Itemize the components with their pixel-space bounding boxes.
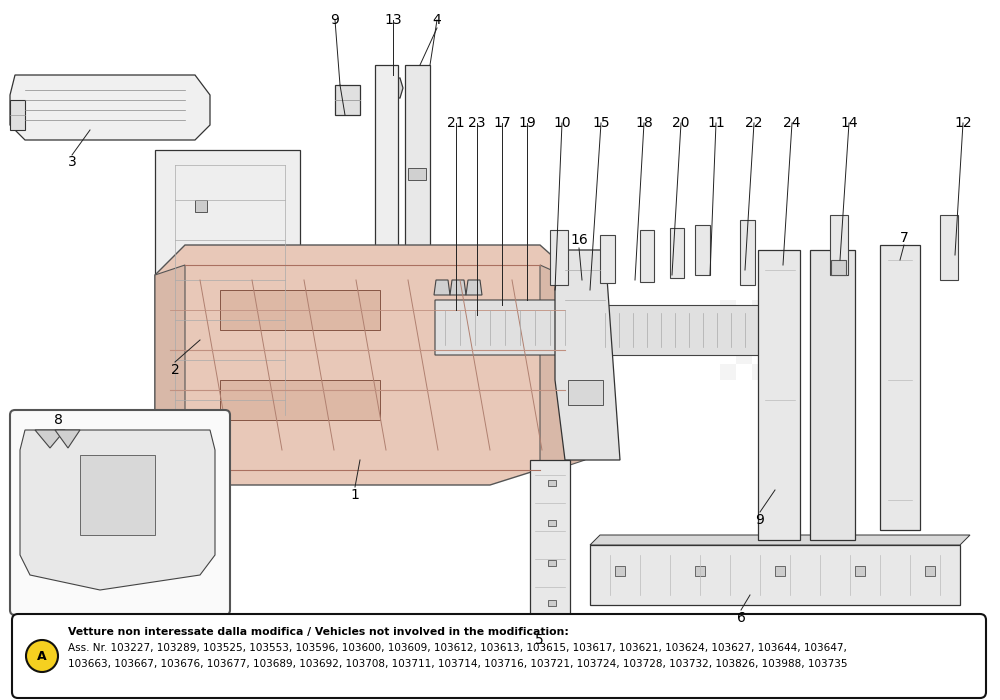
Text: scàbia: scàbia <box>260 326 520 395</box>
Polygon shape <box>10 75 210 140</box>
Text: 21: 21 <box>447 116 465 130</box>
Bar <box>925 566 935 576</box>
Polygon shape <box>595 305 760 355</box>
Polygon shape <box>550 230 568 285</box>
Bar <box>720 364 736 380</box>
Text: 24: 24 <box>783 116 801 130</box>
Polygon shape <box>80 455 155 535</box>
Polygon shape <box>640 230 654 282</box>
Text: car  parts: car parts <box>284 398 496 442</box>
Text: 23: 23 <box>468 116 486 130</box>
Polygon shape <box>10 100 25 130</box>
Text: 14: 14 <box>840 116 858 130</box>
Polygon shape <box>530 460 570 625</box>
Bar <box>195 200 207 212</box>
Polygon shape <box>466 280 482 295</box>
Bar <box>752 364 768 380</box>
Text: 19: 19 <box>518 116 536 130</box>
Bar <box>784 364 800 380</box>
Polygon shape <box>155 245 585 485</box>
Text: 20: 20 <box>672 116 690 130</box>
Polygon shape <box>382 78 403 98</box>
Polygon shape <box>740 220 755 285</box>
FancyBboxPatch shape <box>10 410 230 615</box>
Bar <box>548 560 556 566</box>
Bar <box>768 348 784 364</box>
Text: 17: 17 <box>493 116 511 130</box>
Text: 11: 11 <box>707 116 725 130</box>
Polygon shape <box>555 250 620 460</box>
Text: Vetture non interessate dalla modifica / Vehicles not involved in the modificati: Vetture non interessate dalla modifica /… <box>68 627 569 637</box>
Bar <box>548 480 556 486</box>
Text: 10: 10 <box>553 116 571 130</box>
Text: 4: 4 <box>433 13 441 27</box>
Bar <box>768 316 784 332</box>
Bar <box>831 260 846 275</box>
Polygon shape <box>375 65 398 360</box>
Text: 12: 12 <box>954 116 972 130</box>
Text: Ass. Nr. 103227, 103289, 103525, 103553, 103596, 103600, 103609, 103612, 103613,: Ass. Nr. 103227, 103289, 103525, 103553,… <box>68 643 847 653</box>
Text: 5: 5 <box>535 633 543 647</box>
Text: 2: 2 <box>171 363 179 377</box>
Bar <box>695 566 705 576</box>
Polygon shape <box>670 228 684 278</box>
Polygon shape <box>590 545 960 605</box>
Text: 103663, 103667, 103676, 103677, 103689, 103692, 103708, 103711, 103714, 103716, : 103663, 103667, 103676, 103677, 103689, … <box>68 659 848 669</box>
Bar <box>720 300 736 316</box>
Text: 1: 1 <box>351 488 359 502</box>
Text: A: A <box>37 650 47 662</box>
Text: 6: 6 <box>737 611 745 625</box>
Text: 9: 9 <box>756 513 764 527</box>
Text: 3: 3 <box>68 155 76 169</box>
Circle shape <box>26 640 58 672</box>
Bar <box>784 332 800 348</box>
Polygon shape <box>590 535 970 545</box>
Text: 13: 13 <box>384 13 402 27</box>
Polygon shape <box>695 225 710 275</box>
Bar <box>736 348 752 364</box>
Text: 16: 16 <box>570 233 588 247</box>
Polygon shape <box>810 250 855 540</box>
Polygon shape <box>830 215 848 275</box>
Polygon shape <box>880 245 920 530</box>
Bar <box>548 520 556 526</box>
Bar <box>408 168 426 180</box>
Bar <box>720 332 736 348</box>
Text: 9: 9 <box>331 13 339 27</box>
Polygon shape <box>434 280 450 295</box>
Bar <box>736 316 752 332</box>
Bar <box>752 300 768 316</box>
Polygon shape <box>940 215 958 280</box>
Text: 22: 22 <box>745 116 763 130</box>
Polygon shape <box>600 235 615 283</box>
Polygon shape <box>55 430 80 448</box>
Polygon shape <box>540 265 585 475</box>
Text: 7: 7 <box>900 231 908 245</box>
Polygon shape <box>220 290 380 330</box>
Bar <box>548 600 556 606</box>
Polygon shape <box>450 280 466 295</box>
Polygon shape <box>20 430 215 590</box>
Text: 15: 15 <box>592 116 610 130</box>
Bar <box>855 566 865 576</box>
Polygon shape <box>220 380 380 420</box>
FancyBboxPatch shape <box>12 614 986 698</box>
Bar <box>195 280 207 292</box>
Bar <box>775 566 785 576</box>
Polygon shape <box>155 150 300 430</box>
Text: 18: 18 <box>635 116 653 130</box>
Polygon shape <box>35 430 65 448</box>
Text: 8: 8 <box>54 413 62 427</box>
Bar <box>752 332 768 348</box>
Polygon shape <box>405 65 430 360</box>
Bar <box>568 380 603 405</box>
Bar <box>615 566 625 576</box>
Bar <box>784 300 800 316</box>
Polygon shape <box>155 265 185 480</box>
Bar <box>195 360 207 372</box>
Polygon shape <box>758 250 800 540</box>
Polygon shape <box>335 85 360 115</box>
Polygon shape <box>435 300 585 355</box>
